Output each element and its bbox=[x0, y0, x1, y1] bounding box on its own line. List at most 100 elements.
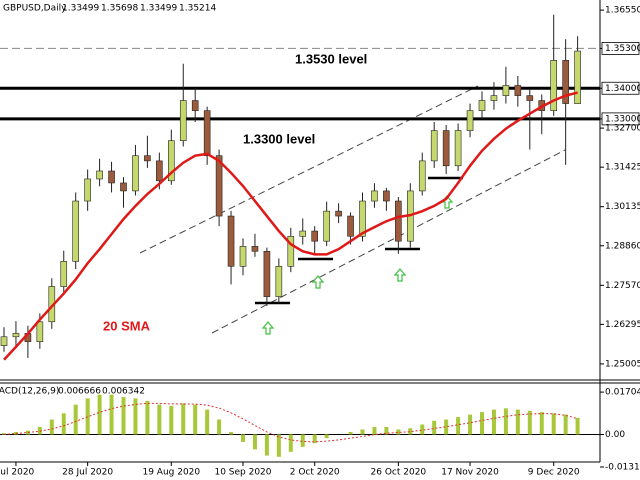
macd-bar bbox=[97, 394, 102, 435]
header-open: 1.33499 bbox=[62, 4, 99, 14]
macd-bar bbox=[157, 404, 162, 435]
macd-bar bbox=[73, 404, 78, 435]
candle-body bbox=[215, 155, 223, 217]
macd-bar bbox=[432, 420, 437, 435]
macd-bar bbox=[468, 414, 473, 435]
x-tick-label: 28 Jul 2020 bbox=[62, 468, 113, 478]
level-label-box bbox=[601, 42, 640, 55]
candle-body bbox=[526, 95, 534, 101]
chart-title: GBPUSD,Daily bbox=[3, 4, 67, 14]
y-tick-label: 0.00 bbox=[605, 430, 625, 440]
sma-label: 20 SMA bbox=[103, 318, 151, 333]
macd-bar bbox=[133, 398, 138, 435]
candle-body bbox=[454, 130, 462, 167]
level-label-box bbox=[601, 81, 640, 95]
candle-body bbox=[418, 160, 426, 192]
header-close: 1.35214 bbox=[179, 4, 216, 14]
annotation: 1.3530 level bbox=[295, 51, 367, 66]
x-tick-label: 17 Nov 2020 bbox=[441, 468, 499, 478]
candle-body bbox=[251, 246, 259, 252]
macd-bar bbox=[444, 419, 449, 435]
macd-bar bbox=[491, 409, 496, 435]
macd-value: 0.006666 bbox=[58, 387, 101, 397]
candle-body bbox=[60, 261, 68, 287]
candle-body bbox=[179, 100, 187, 141]
candle-body bbox=[562, 60, 569, 104]
macd-bar bbox=[193, 404, 198, 435]
candle-body bbox=[299, 230, 307, 237]
macd-bar bbox=[503, 408, 508, 435]
candle-body bbox=[502, 85, 510, 96]
macd-bar bbox=[145, 400, 150, 435]
y-tick-label: 1.36550 bbox=[605, 6, 640, 16]
candle-body bbox=[311, 230, 319, 242]
macd-bar bbox=[85, 398, 90, 435]
candle-body bbox=[550, 60, 558, 111]
candle-body bbox=[72, 200, 79, 262]
macd-bar bbox=[288, 434, 293, 452]
macd-bar bbox=[217, 419, 222, 435]
candle-body bbox=[84, 178, 91, 202]
y-tick-label: 1.35300 bbox=[605, 44, 640, 54]
candle-body bbox=[574, 50, 581, 104]
candle-body bbox=[514, 85, 522, 96]
x-tick-label: 10 Sep 2020 bbox=[214, 468, 271, 478]
signal-value: 0.006342 bbox=[102, 387, 145, 397]
macd-bar bbox=[456, 417, 461, 435]
y-tick-label: -0.0131 bbox=[605, 463, 640, 473]
macd-title: MACD(12,26,9) bbox=[0, 387, 59, 397]
macd-bar bbox=[109, 394, 114, 435]
macd-bar bbox=[49, 419, 54, 435]
candle-body bbox=[466, 110, 474, 131]
candle-body bbox=[0, 336, 8, 346]
x-tick-label: 26 Oct 2020 bbox=[371, 468, 427, 478]
candle-body bbox=[383, 190, 390, 202]
macd-bar bbox=[563, 414, 568, 435]
candle-body bbox=[490, 95, 498, 101]
macd-bar bbox=[396, 429, 401, 435]
macd-bar bbox=[348, 431, 353, 435]
header-low: 1.33499 bbox=[140, 4, 177, 14]
macd-bar bbox=[480, 412, 484, 435]
candle-body bbox=[323, 210, 330, 242]
macd-bar bbox=[2, 433, 6, 435]
macd-bar bbox=[384, 426, 389, 435]
x-tick-label: 2 Oct 2020 bbox=[290, 468, 340, 478]
x-tick-label: Jul 2020 bbox=[0, 468, 35, 478]
macd-bar bbox=[205, 409, 210, 435]
candle-body bbox=[335, 210, 342, 217]
header-high: 1.35698 bbox=[101, 4, 138, 14]
y-tick-label: 1.32700 bbox=[605, 124, 640, 134]
arrows bbox=[261, 195, 454, 335]
macd-bar bbox=[527, 410, 532, 435]
x-tick-label: 9 Dec 2020 bbox=[528, 468, 580, 478]
sma-line bbox=[3, 91, 578, 361]
y-tick-label: 1.31425 bbox=[605, 163, 640, 173]
channel-line bbox=[139, 85, 479, 254]
macd-bar bbox=[25, 430, 30, 435]
macd-bar bbox=[408, 428, 413, 435]
candle-body bbox=[359, 200, 366, 237]
macd-bar bbox=[276, 434, 281, 457]
macd-bar bbox=[312, 434, 317, 444]
macd-bar bbox=[252, 434, 257, 450]
candle-body bbox=[132, 155, 139, 192]
y-tick-label: 1.28860 bbox=[605, 241, 640, 251]
candle-body bbox=[442, 130, 450, 167]
candle-body bbox=[227, 215, 235, 267]
macd-bar bbox=[264, 434, 269, 456]
candle-body bbox=[275, 266, 283, 297]
macd-bar bbox=[229, 431, 234, 435]
candle-body bbox=[287, 235, 295, 267]
macd-bar bbox=[169, 405, 174, 435]
candle-body bbox=[108, 170, 115, 184]
candle-body bbox=[239, 246, 247, 267]
candle-body bbox=[371, 190, 378, 202]
macd-bar bbox=[420, 424, 425, 435]
macd-bar bbox=[181, 403, 186, 435]
candle-body bbox=[36, 321, 44, 342]
candle-body bbox=[12, 333, 20, 338]
